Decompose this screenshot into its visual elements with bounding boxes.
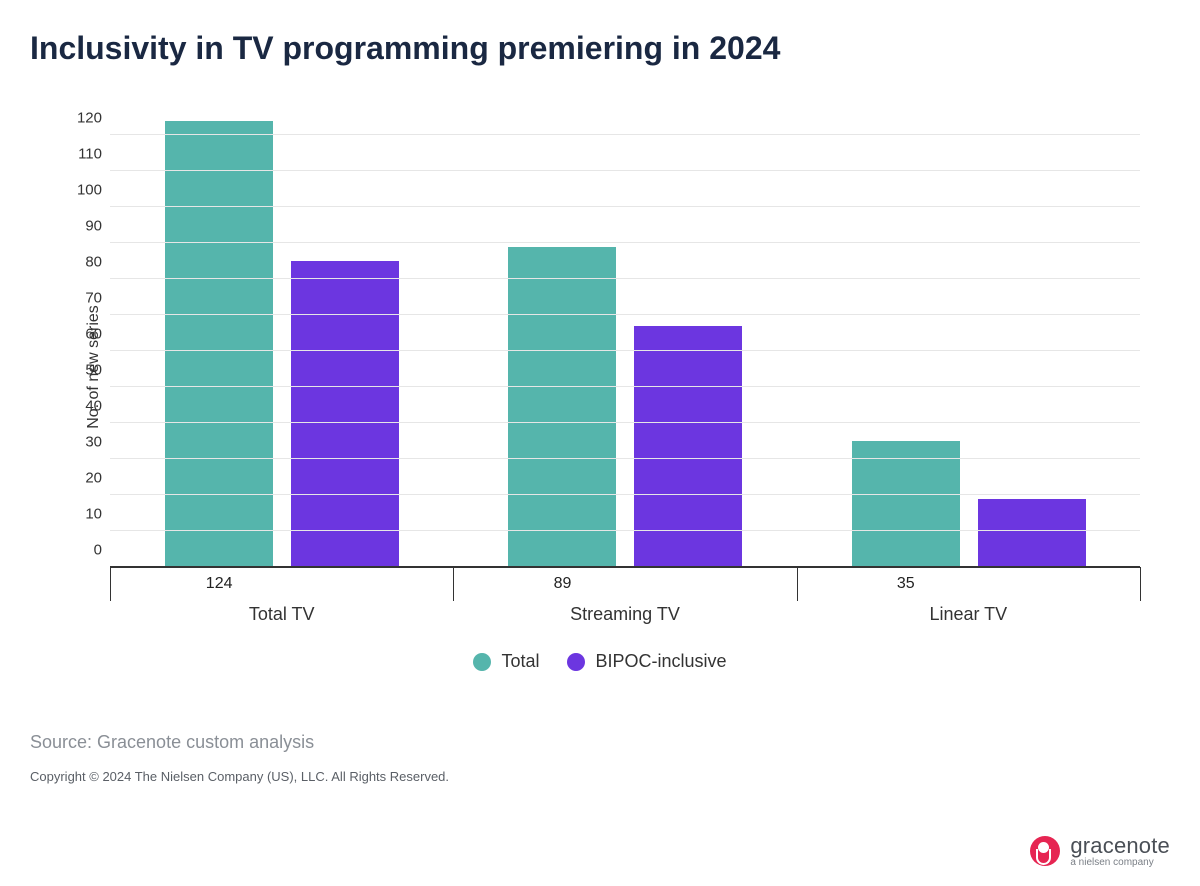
bar-value-label: 19 <box>978 575 1086 593</box>
brand-name: gracenote <box>1070 834 1170 857</box>
gridline <box>110 350 1140 351</box>
gridline <box>110 494 1140 495</box>
x-category-label: Total TV <box>110 604 453 625</box>
legend-swatch-icon <box>473 653 491 671</box>
bar-groups: 124858967 35 19 <box>110 117 1140 567</box>
group-tick <box>453 567 454 601</box>
brand-logo-block: gracenote a nielsen company <box>1030 834 1170 868</box>
y-tick-label: 70 <box>70 290 102 307</box>
chart-title: Inclusivity in TV programming premiering… <box>30 30 1170 67</box>
bar-value-label: 35 <box>852 575 960 593</box>
legend-item: Total <box>473 651 539 672</box>
bar-value-label: 67 <box>634 575 742 593</box>
gridline <box>110 278 1140 279</box>
bar-value-label: 85 <box>291 575 399 593</box>
gridline <box>110 170 1140 171</box>
brand-tagline: a nielsen company <box>1070 858 1170 869</box>
y-tick-label: 50 <box>70 362 102 379</box>
bar: 124 <box>165 121 273 567</box>
y-tick-label: 60 <box>70 326 102 343</box>
gridline <box>110 314 1140 315</box>
copyright-text: Copyright © 2024 The Nielsen Company (US… <box>30 769 1170 784</box>
y-tick-label: 10 <box>70 506 102 523</box>
legend-swatch-icon <box>567 653 585 671</box>
bar: 35 <box>852 441 960 567</box>
bar-value-label: 124 <box>165 575 273 593</box>
gridline <box>110 458 1140 459</box>
x-axis-categories: Total TVStreaming TVLinear TV <box>110 604 1140 625</box>
chart-container: No. of new series 1248589673519 01020304… <box>50 107 1150 627</box>
source-text: Source: Gracenote custom analysis <box>30 732 1170 753</box>
y-tick-label: 40 <box>70 398 102 415</box>
legend: Total BIPOC-inclusive <box>30 651 1170 672</box>
y-tick-label: 80 <box>70 254 102 271</box>
gridline <box>110 242 1140 243</box>
bar: 85 <box>291 261 399 567</box>
gridline <box>110 386 1140 387</box>
gridline <box>110 530 1140 531</box>
bar-value-label: 89 <box>508 575 616 593</box>
gridline <box>110 206 1140 207</box>
legend-label: BIPOC-inclusive <box>595 651 726 672</box>
bar-group: 12485 <box>110 117 453 567</box>
gridline <box>110 422 1140 423</box>
y-tick-label: 0 <box>70 542 102 559</box>
y-tick-label: 30 <box>70 434 102 451</box>
group-tick <box>797 567 798 601</box>
plot-area: 1248589673519 01020304050607080901001101… <box>110 117 1140 567</box>
y-tick-label: 20 <box>70 470 102 487</box>
y-tick-label: 100 <box>70 182 102 199</box>
bar-group: 8967 <box>453 117 796 567</box>
x-axis-baseline <box>110 566 1140 568</box>
group-tick <box>110 567 111 601</box>
y-tick-label: 110 <box>70 146 102 163</box>
gracenote-logo-icon <box>1030 836 1060 866</box>
gridline <box>110 134 1140 135</box>
y-tick-label: 90 <box>70 218 102 235</box>
group-tick <box>1140 567 1141 601</box>
bar-group: 35 19 <box>797 117 1140 567</box>
y-tick-label: 120 <box>70 110 102 127</box>
bar: 19 <box>978 499 1086 567</box>
x-category-label: Streaming TV <box>453 604 796 625</box>
x-category-label: Linear TV <box>797 604 1140 625</box>
legend-label: Total <box>501 651 539 672</box>
legend-item: BIPOC-inclusive <box>567 651 726 672</box>
bar: 89 <box>508 247 616 567</box>
